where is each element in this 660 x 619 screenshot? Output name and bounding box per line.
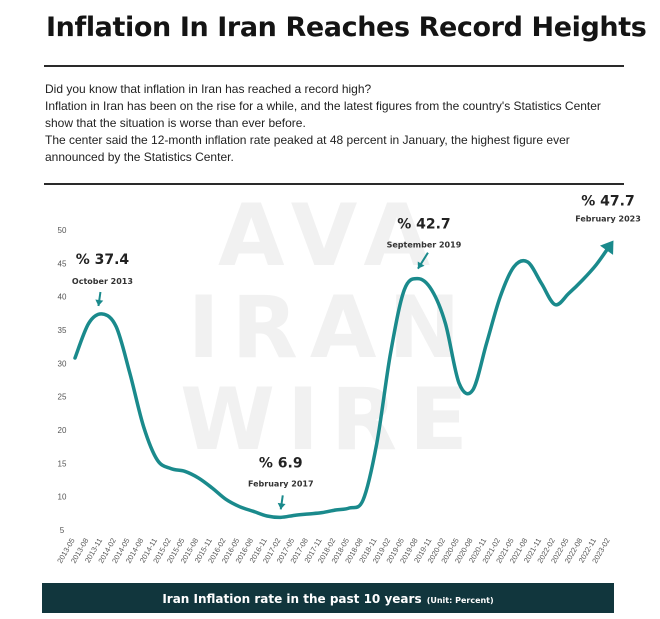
intro-divider xyxy=(44,183,624,185)
intro-paragraph: Did you know that inflation in Iran has … xyxy=(45,82,372,96)
annotation-arrowhead xyxy=(417,261,425,269)
y-tick-label: 50 xyxy=(58,226,67,235)
y-tick-label: 20 xyxy=(58,426,67,435)
y-tick-label: 15 xyxy=(58,459,67,468)
intro-paragraph: The center said the 12-month inflation r… xyxy=(45,133,570,164)
annotation-value: % 6.9 xyxy=(259,455,303,471)
annotation-arrowhead xyxy=(95,299,104,306)
intro-paragraph: Inflation in Iran has been on the rise f… xyxy=(45,99,601,130)
annotation-date: February 2017 xyxy=(248,479,314,488)
annotation-value: % 47.7 xyxy=(581,193,634,209)
chart-caption-bar: Iran Inflation rate in the past 10 years… xyxy=(42,583,614,613)
inflation-series-line xyxy=(73,243,612,520)
annotation-date: October 2013 xyxy=(72,277,133,286)
series-end-arrow xyxy=(600,240,614,255)
annotation-date: February 2023 xyxy=(575,214,641,223)
y-tick-label: 45 xyxy=(58,259,67,268)
y-tick-label: 5 xyxy=(60,526,65,535)
page-title: Inflation In Iran Reaches Record Heights xyxy=(46,12,647,43)
chart-caption: Iran Inflation rate in the past 10 years xyxy=(162,592,422,606)
chart-caption-unit: (Unit: Percent) xyxy=(426,596,494,605)
y-tick-label: 10 xyxy=(58,493,67,502)
annotation-value: % 42.7 xyxy=(397,217,450,233)
inflation-line-chart: 51015202530354045502013-052013-082013-11… xyxy=(55,193,641,565)
title-divider xyxy=(44,65,624,67)
annotation-value: % 37.4 xyxy=(76,252,130,268)
y-tick-label: 40 xyxy=(58,293,67,302)
y-tick-label: 25 xyxy=(58,393,67,402)
intro-text: Did you know that inflation in Iran has … xyxy=(45,81,625,166)
y-tick-label: 35 xyxy=(58,326,67,335)
chart-area: AVA IRAN WIRE 5 10 15 20 25 30 35 40 45 50 2013-05… xyxy=(0,190,660,580)
annotation-date: September 2019 xyxy=(387,241,462,250)
y-tick-label: 30 xyxy=(58,359,67,368)
annotation-arrowhead xyxy=(277,502,286,510)
